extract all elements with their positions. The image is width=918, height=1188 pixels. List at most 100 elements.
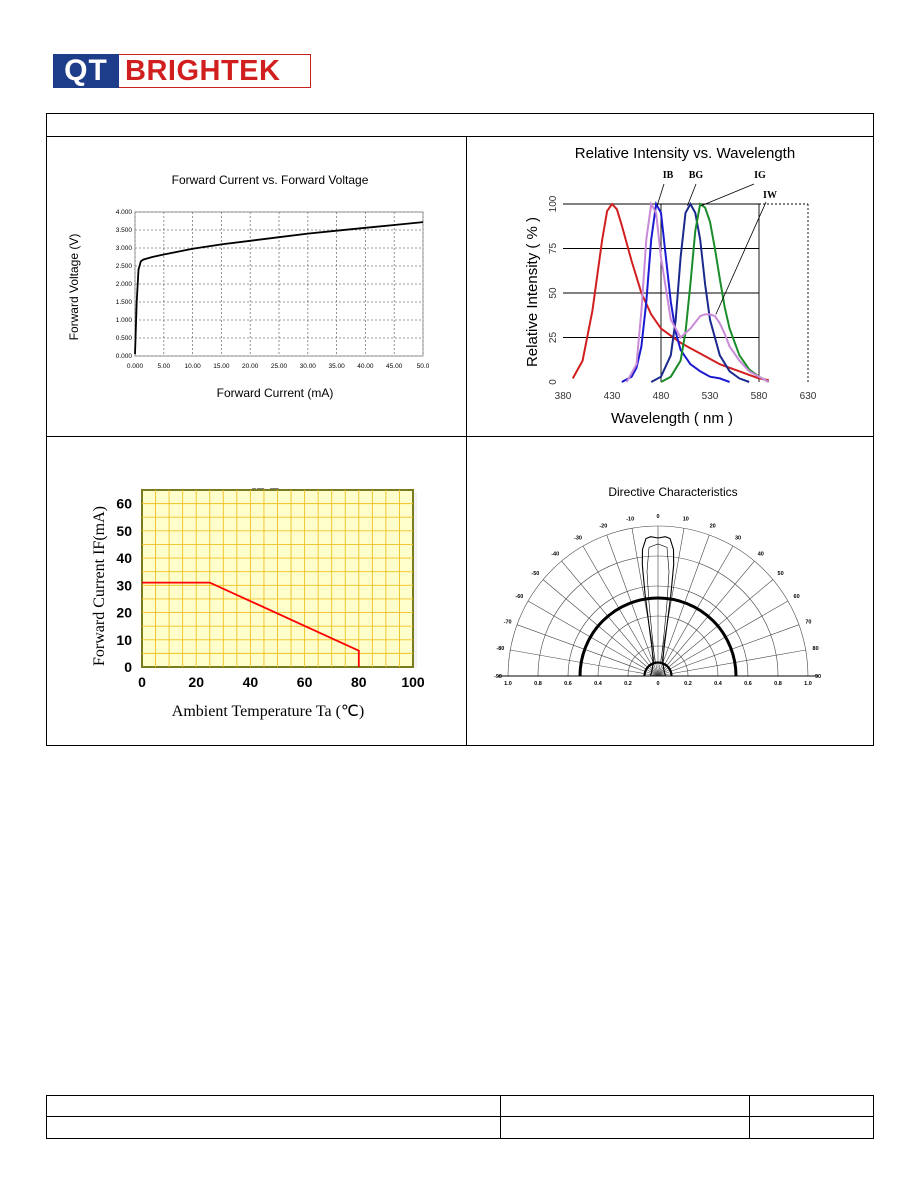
angle-label: -60 xyxy=(515,594,523,600)
angle-label: -20 xyxy=(599,524,607,530)
y-tick-label: 0.500 xyxy=(116,335,133,342)
y-tick-label: 50 xyxy=(548,287,559,299)
logo-brightek: BRIGHTEK xyxy=(119,54,311,88)
x-tick-label: 40 xyxy=(243,674,259,690)
radius-label: 1.0 xyxy=(504,681,512,687)
radius-label: 0.8 xyxy=(774,681,782,687)
footer-col-divider-1 xyxy=(500,1096,501,1138)
polar-spoke xyxy=(542,579,659,677)
charts-table xyxy=(46,113,874,746)
angle-label: 80 xyxy=(813,646,819,652)
y-tick-label: 1.500 xyxy=(116,299,133,306)
radius-label: 0 xyxy=(656,681,659,687)
x-tick-label: 50.0 xyxy=(417,363,430,370)
x-axis-label: Forward Current (mA) xyxy=(217,386,334,400)
x-tick-label: 10.00 xyxy=(184,363,201,370)
polar-spoke xyxy=(657,624,800,677)
y-axis-label: Forward Current IF(mA) xyxy=(91,506,108,666)
polar-spoke xyxy=(657,600,789,677)
chart-title: Relative Intensity vs. Wavelength xyxy=(575,145,795,162)
radius-labels: 1.0 0.8 0.6 0.4 0.2 0 0.2 0.4 0.6 0.8 1.0 xyxy=(504,681,812,687)
angle-label: -50 xyxy=(531,571,539,577)
radius-label: 1.0 xyxy=(804,681,812,687)
polar-spoke xyxy=(516,624,659,677)
angle-label: -70 xyxy=(504,619,512,625)
x-tick-label: 60 xyxy=(297,674,313,690)
y-tick-labels: 0 10 20 30 40 50 60 xyxy=(116,496,132,675)
y-tick-label: 4.000 xyxy=(116,209,133,216)
x-tick-label: 80 xyxy=(351,674,367,690)
x-tick-label: 100 xyxy=(401,674,425,690)
pattern-lobe xyxy=(641,536,675,677)
angle-label: 0 xyxy=(656,514,659,520)
chart-title: Forward Current vs. Forward Voltage xyxy=(172,173,369,187)
series-line xyxy=(650,201,750,383)
x-tick-label: 35.00 xyxy=(328,363,345,370)
curve-annotation: IB xyxy=(663,170,674,181)
annotation-leader xyxy=(687,183,697,206)
angle-label: -30 xyxy=(574,535,582,541)
footer-table xyxy=(46,1095,874,1139)
polar-spoke xyxy=(527,600,659,677)
x-tick-label: 530 xyxy=(702,391,719,402)
x-tick-label: 5.00 xyxy=(157,363,170,370)
angle-label: 20 xyxy=(710,524,716,530)
angle-label: -40 xyxy=(551,551,559,557)
x-tick-label: 40.00 xyxy=(357,363,374,370)
brand-logo: QT BRIGHTEK xyxy=(53,54,311,88)
x-tick-label: 0 xyxy=(138,674,146,690)
angle-labels: -90 -80 -70 -60 -50 -40 -30 -20 -10 0 10 20 30 40 50 60… xyxy=(494,514,821,680)
x-tick-label: 380 xyxy=(555,391,572,402)
grid-lines xyxy=(563,203,809,382)
polar-spoke xyxy=(606,534,659,677)
voltage-curve xyxy=(134,221,424,355)
series-line xyxy=(625,200,770,383)
annotation-leader xyxy=(701,183,755,207)
relative-intensity-chart: Relative Intensity vs. Wavelength 380 430… xyxy=(524,145,817,427)
polar-spoke xyxy=(657,579,774,677)
polar-spoke xyxy=(510,649,659,677)
y-tick-label: 25 xyxy=(548,332,559,344)
y-tick-label: 60 xyxy=(116,496,132,512)
x-tick-label: 20 xyxy=(188,674,204,690)
table-row-divider xyxy=(47,436,873,437)
angle-label: 40 xyxy=(758,551,764,557)
y-tick-label: 2.000 xyxy=(116,281,133,288)
x-tick-label: 430 xyxy=(604,391,621,402)
polar-spoke xyxy=(657,534,710,677)
y-axis-label: Forward Voltage (V) xyxy=(67,234,81,341)
polar-spoke xyxy=(561,560,659,677)
series-line xyxy=(660,202,770,383)
x-tick-label: 480 xyxy=(653,391,670,402)
x-tick-label: 630 xyxy=(800,391,817,402)
y-tick-label: 20 xyxy=(116,605,132,621)
polar-spoke xyxy=(657,649,806,677)
y-tick-label: 3.500 xyxy=(116,227,133,234)
y-tick-label: 0.000 xyxy=(116,353,133,360)
y-tick-labels: 0.000 0.500 1.000 1.500 2.000 2.500 3.000 3.500… xyxy=(116,209,133,360)
radius-label: 0.2 xyxy=(624,681,632,687)
curve-annotation: IW xyxy=(763,190,777,201)
polar-grid xyxy=(498,525,818,677)
angle-label: 10 xyxy=(683,516,689,522)
x-tick-labels: 0.000 5.00 10.00 15.00 20.00 25.00 30.00 35.00 4… xyxy=(127,363,430,370)
angle-label: 50 xyxy=(778,571,784,577)
y-tick-label: 3.000 xyxy=(116,245,133,252)
annotation-leader xyxy=(715,201,767,315)
radiation-pattern xyxy=(578,536,738,677)
y-tick-label: 100 xyxy=(548,195,559,212)
pattern-core xyxy=(643,661,673,677)
y-axis-label: Relative Intensity ( % ) xyxy=(524,217,541,367)
polar-spoke xyxy=(657,545,734,677)
x-tick-labels: 0 20 40 60 80 100 xyxy=(138,674,425,690)
y-tick-label: 75 xyxy=(548,243,559,255)
table-header-divider xyxy=(47,136,873,137)
footer-row-divider xyxy=(47,1116,873,1117)
polar-spoke xyxy=(657,560,755,677)
angle-label: 90 xyxy=(815,674,821,680)
y-tick-label: 10 xyxy=(116,632,132,648)
x-tick-labels: 380 430 480 530 580 630 xyxy=(555,391,817,402)
y-tick-labels: 0 25 50 75 100 xyxy=(548,195,559,385)
x-tick-label: 30.00 xyxy=(300,363,317,370)
